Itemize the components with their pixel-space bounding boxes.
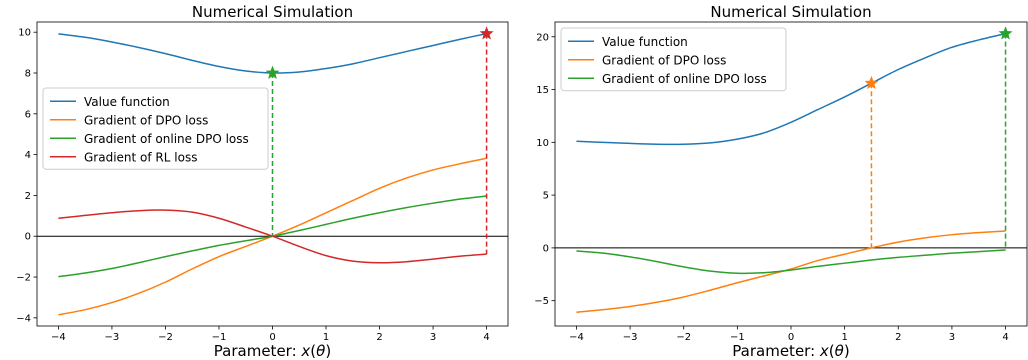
x-tick-label: 3 bbox=[430, 332, 436, 343]
y-tick-label: 0 bbox=[543, 243, 549, 254]
y-tick-label: 15 bbox=[536, 85, 549, 96]
legend-entry-label: Value function bbox=[602, 35, 688, 49]
x-axis-label: Parameter: x(θ) bbox=[214, 342, 331, 360]
x-tick-label: 1 bbox=[323, 332, 329, 343]
x-axis-label-prefix: Parameter: bbox=[732, 342, 820, 360]
x-axis-label-close-paren: ) bbox=[844, 342, 850, 360]
star-marker bbox=[265, 65, 280, 79]
star-marker bbox=[864, 75, 879, 90]
x-axis-label-argument: θ bbox=[316, 342, 325, 360]
x-tick-label: 0 bbox=[269, 332, 275, 343]
x-axis-label-open-paren: ( bbox=[310, 342, 316, 360]
y-tick-label: 20 bbox=[536, 32, 549, 43]
series-line-2 bbox=[576, 230, 1006, 314]
x-tick-label: 3 bbox=[949, 332, 955, 343]
x-tick-label: −1 bbox=[730, 332, 745, 343]
legend-entry-label: Gradient of DPO loss bbox=[602, 53, 726, 67]
x-tick-label: 2 bbox=[376, 332, 382, 343]
x-axis-label-variable: x bbox=[300, 342, 310, 360]
y-tick-label: 0 bbox=[25, 232, 31, 243]
x-tick-label: −2 bbox=[676, 332, 691, 343]
x-tick-label: −2 bbox=[158, 332, 173, 343]
series-line-1 bbox=[576, 32, 1006, 146]
chart-marks: −4 −3 −2 −1 0 1 2 3 4 −4 −2 0 2 4 6 8 10 bbox=[16, 26, 508, 343]
y-tick-label: 6 bbox=[25, 109, 31, 120]
series-line-3 bbox=[576, 249, 1006, 275]
y-tick-label: 10 bbox=[18, 28, 31, 39]
x-tick-label: 0 bbox=[788, 332, 794, 343]
y-tick-label: 2 bbox=[25, 191, 31, 202]
legend-entry-label: Gradient of DPO loss bbox=[84, 113, 208, 127]
x-axis-label-prefix: Parameter: bbox=[214, 342, 302, 360]
x-axis-label-close-paren: ) bbox=[325, 342, 331, 360]
chart-title: Numerical Simulation bbox=[192, 3, 353, 21]
x-tick-label: −4 bbox=[51, 332, 66, 343]
x-axis-label-open-paren: ( bbox=[829, 342, 835, 360]
legend-entry-label: Gradient of RL loss bbox=[84, 150, 197, 164]
chart-title: Numerical Simulation bbox=[710, 3, 871, 21]
legend-entry-label: Value function bbox=[84, 95, 170, 109]
legend: Value function Gradient of DPO loss Gradie… bbox=[42, 87, 269, 170]
y-tick-label: −2 bbox=[16, 273, 31, 284]
left-chart-panel: Numerical Simulation −4 −3 −2 −1 0 1 2 3 4 −4 −2 0 2… bbox=[16, 3, 509, 360]
x-axis-label-variable: x bbox=[819, 342, 829, 360]
x-tick-label: −3 bbox=[105, 332, 120, 343]
legend-entry-label: Gradient of online DPO loss bbox=[84, 132, 249, 146]
x-tick-label: −4 bbox=[569, 332, 584, 343]
x-tick-label: 2 bbox=[895, 332, 901, 343]
x-axis-label-argument: θ bbox=[835, 342, 844, 360]
y-tick-label: 4 bbox=[25, 150, 31, 161]
legend-box bbox=[560, 27, 787, 92]
x-axis-label: Parameter: x(θ) bbox=[732, 342, 849, 360]
y-tick-label: −5 bbox=[534, 296, 549, 307]
x-tick-label: −3 bbox=[623, 332, 638, 343]
x-tick-label: 1 bbox=[841, 332, 847, 343]
series-line-4 bbox=[58, 209, 487, 264]
x-tick-label: −1 bbox=[212, 332, 227, 343]
legend: Value function Gradient of DPO loss Gradie… bbox=[560, 27, 787, 92]
chart-marks: −4 −3 −2 −1 0 1 2 3 4 −5 0 5 10 15 20 bbox=[534, 26, 1027, 343]
x-tick-label: 4 bbox=[483, 332, 489, 343]
legend-entry-label: Gradient of online DPO loss bbox=[602, 72, 767, 86]
right-chart-panel: Numerical Simulation −4 −3 −2 −1 0 1 2 3 4 −5 0 5 10… bbox=[534, 3, 1028, 360]
y-tick-label: 10 bbox=[536, 138, 549, 149]
legend-box bbox=[42, 87, 269, 170]
y-tick-label: 8 bbox=[25, 69, 31, 80]
star-marker bbox=[479, 26, 494, 40]
star-marker bbox=[998, 26, 1013, 40]
y-tick-label: −4 bbox=[16, 313, 31, 324]
y-tick-label: 5 bbox=[543, 191, 549, 202]
x-tick-label: 4 bbox=[1002, 332, 1008, 343]
